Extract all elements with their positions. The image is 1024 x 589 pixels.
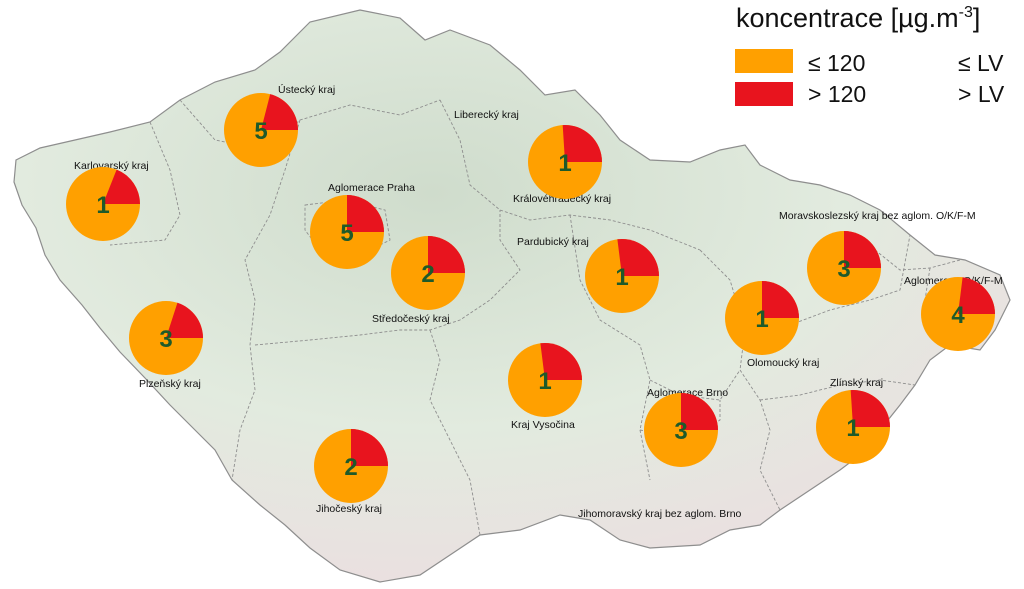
pie-slice-above-ustecky [261, 94, 298, 130]
pie-pardubicky: 1 [585, 239, 659, 313]
region-label-kralovehradecky: Královéhradecký kraj [513, 193, 611, 205]
pie-jihocesky: 2 [314, 429, 388, 503]
legend-label-below: ≤ 120 [808, 50, 865, 76]
pie-count-aglomerace-okfm: 4 [951, 302, 965, 329]
pie-vysocina: 1 [508, 342, 582, 417]
pie-count-zlinsky: 1 [846, 415, 859, 442]
region-label-vysocina: Kraj Vysočina [511, 419, 575, 431]
legend-swatch-above [735, 82, 793, 106]
pie-olomoucky: 1 [725, 281, 799, 355]
pie-count-vysocina: 1 [538, 368, 551, 395]
pie-count-kralovehradecky: 1 [558, 150, 571, 177]
region-label-jihocesky: Jihočeský kraj [316, 503, 382, 515]
region-label-jihomoravsky: Jihomoravský kraj bez aglom. Brno [578, 508, 742, 520]
pie-slice-above-praha [347, 195, 384, 232]
region-label-praha: Aglomerace Praha [328, 182, 415, 194]
pie-slice-above-karlovarsky [103, 169, 140, 204]
region-label-stredocesky: Středočeský kraj [372, 313, 450, 325]
pie-stredocesky: 2 [391, 236, 465, 310]
legend-title: koncentrace [µg.m-3] [736, 3, 980, 33]
region-label-ustecky: Ústecký kraj [278, 83, 335, 96]
pie-zlinsky: 1 [816, 389, 890, 464]
pie-count-moravskoslezsky: 3 [837, 256, 850, 283]
pie-moravskoslezsky: 3 [807, 231, 881, 305]
pie-slice-above-jihocesky [351, 429, 388, 466]
region-label-pardubicky: Pardubický kraj [517, 236, 589, 248]
pie-count-ustecky: 5 [254, 118, 267, 145]
pie-slice-above-zlinsky [850, 389, 890, 427]
pie-slice-above-pardubicky [617, 239, 659, 276]
pie-slice-above-kralovehradecky [562, 125, 602, 162]
pie-count-praha: 5 [340, 220, 353, 247]
pie-karlovarsky: 1 [66, 167, 140, 241]
pie-slice-above-plzensky [166, 302, 203, 338]
pie-count-plzensky: 3 [159, 326, 172, 353]
pie-slice-above-stredocesky [428, 236, 465, 273]
pie-slice-above-olomoucky [762, 281, 799, 318]
pie-slice-above-aglomerace-okfm [958, 277, 995, 314]
pie-count-pardubicky: 1 [615, 264, 628, 291]
pie-aglomerace-okfm: 4 [921, 277, 995, 351]
pie-count-stredocesky: 2 [421, 261, 434, 288]
region-label-zlinsky: Zlínský kraj [830, 377, 883, 389]
pie-count-brno: 3 [674, 418, 687, 445]
pie-count-olomoucky: 1 [755, 306, 768, 333]
pie-count-karlovarsky: 1 [96, 192, 109, 219]
region-label-olomoucky: Olomoucký kraj [747, 357, 819, 369]
legend-swatch-below [735, 49, 793, 73]
region-labels: Karlovarský kraj Ústecký kraj Liberecký … [74, 83, 1003, 520]
pie-count-jihocesky: 2 [344, 454, 357, 481]
legend-lv-below: ≤ LV [958, 50, 1004, 76]
legend-lv-above: > LV [958, 81, 1005, 107]
pie-kralovehradecky: 1 [528, 125, 602, 199]
pie-slice-above-moravskoslezsky [844, 231, 881, 268]
pie-ustecky: 5 [224, 93, 298, 167]
legend-label-above: > 120 [808, 81, 866, 107]
pie-charts: 1 5 1 5 2 1 3 4 3 1 1 3 1 2 [66, 93, 995, 503]
pie-brno: 3 [644, 393, 718, 467]
region-label-plzensky: Plzeňský kraj [139, 378, 201, 390]
pie-slice-above-vysocina [540, 342, 582, 380]
pie-slice-above-brno [681, 393, 718, 430]
region-label-moravskoslezsky: Moravskoslezský kraj bez aglom. O/K/F-M [779, 210, 976, 222]
region-label-liberecky: Liberecký kraj [454, 109, 519, 121]
pie-praha: 5 [310, 195, 384, 269]
legend: koncentrace [µg.m-3] ≤ 120 ≤ LV > 120 > … [735, 3, 1005, 107]
pie-plzensky: 3 [129, 301, 203, 375]
